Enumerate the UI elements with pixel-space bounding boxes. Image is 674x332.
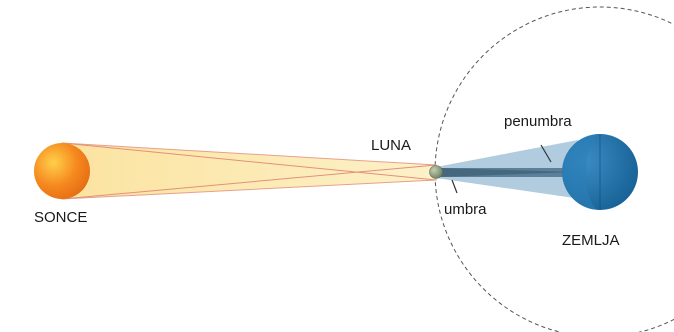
umbra-core <box>440 168 575 177</box>
penumbra-pointer <box>540 144 552 163</box>
umbra-pointer <box>451 179 458 194</box>
earth-label: ZEMLJA <box>562 232 620 249</box>
penumbra-label: penumbra <box>504 113 572 130</box>
sunlight-ray-cross-1 <box>61 142 437 181</box>
sunlight-ray-cross-2 <box>61 164 437 200</box>
sun-icon <box>34 143 90 199</box>
umbra-label: umbra <box>444 201 487 218</box>
sun-label: SONCE <box>34 209 87 226</box>
earth-night-side <box>562 134 600 210</box>
moon-label: LUNA <box>371 137 411 154</box>
moon-icon <box>429 165 443 179</box>
